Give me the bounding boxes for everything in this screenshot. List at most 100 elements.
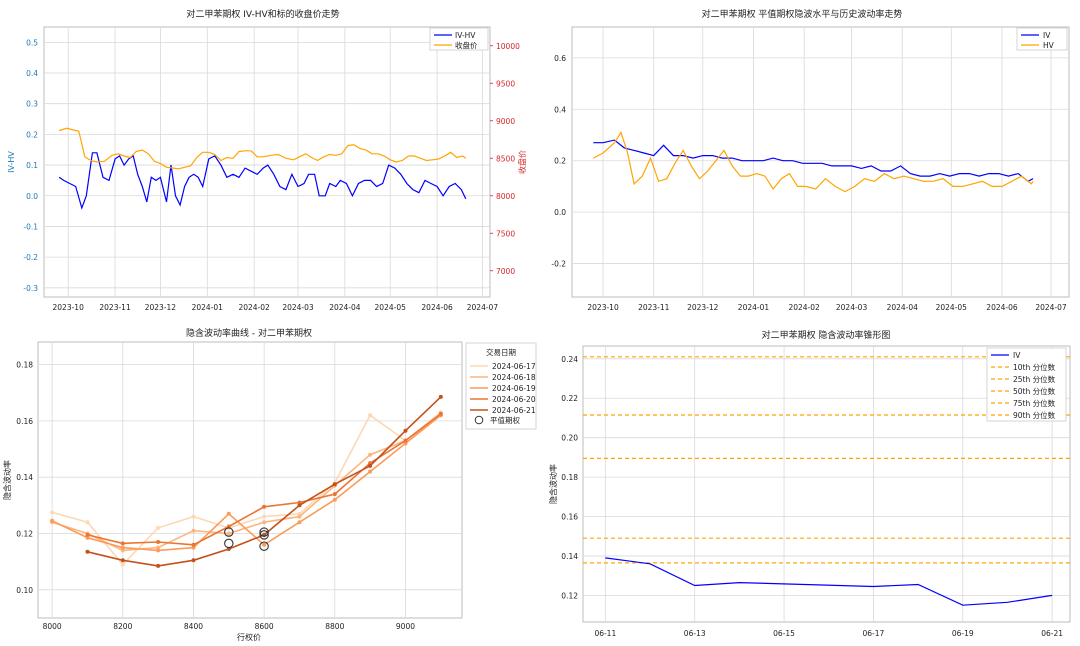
smile-point xyxy=(120,548,125,553)
legend-label-date: 2024-06-18 xyxy=(492,373,536,382)
panel2-title: 对二甲苯期权 平值期权隐波水平与历史波动率走势 xyxy=(702,8,903,20)
smile-point xyxy=(368,452,373,457)
iv-cone-panel: 对二甲苯期权 隐含波动率锥形图 06-11 06-13 06-15 06-17 06-1… xyxy=(548,329,1071,638)
series-line-hv xyxy=(593,130,1034,193)
y-tick-label: 0.24 xyxy=(561,355,578,364)
x-tick-label: 2023-11 xyxy=(99,303,131,312)
x-tick-label: 8400 xyxy=(184,622,203,631)
smile-point xyxy=(438,411,443,416)
x-tick-label: 2024-06 xyxy=(986,303,1018,312)
x-tick-label: 06-15 xyxy=(773,629,795,638)
panel3-y-axis-label: 隐含波动率 xyxy=(2,460,12,500)
smile-point xyxy=(120,541,125,546)
panel2-series xyxy=(593,130,1034,193)
x-tick-label: 2024-03 xyxy=(282,303,314,312)
smile-line-2024-06-18 xyxy=(51,414,442,552)
panel2-grid xyxy=(572,27,1069,297)
y-tick-label: 0.18 xyxy=(16,361,33,370)
x-tick-label: 06-21 xyxy=(1041,629,1063,638)
y2-tick-label: 9000 xyxy=(496,117,515,126)
legend-label-atm: 平值期权 xyxy=(490,415,520,425)
atm-marker xyxy=(259,541,269,551)
y2-tick-label: 7000 xyxy=(496,267,515,276)
y-tick-label: 0.6 xyxy=(554,54,566,63)
panel3-atm-markers xyxy=(224,527,269,551)
smile-point xyxy=(120,558,125,563)
smile-point xyxy=(403,428,408,433)
legend-title-trade-date: 交易日期 xyxy=(486,347,516,357)
smile-point xyxy=(156,540,161,544)
y-tick-label: 0.16 xyxy=(561,513,578,522)
panel3-x-axis-label: 行权价 xyxy=(237,632,261,642)
x-tick-label: 2024-02 xyxy=(788,303,820,312)
panel4-series xyxy=(583,356,1070,606)
legend-swatch-atm xyxy=(474,415,484,425)
legend-label: 75th 分位数 xyxy=(1013,398,1056,408)
y2-tick-label: 9500 xyxy=(496,79,515,88)
panel2-legend: IV HV xyxy=(1016,27,1068,51)
smile-point xyxy=(85,549,90,554)
smile-point xyxy=(368,469,373,474)
smile-point xyxy=(85,532,90,537)
y-tick-label: 0.0 xyxy=(26,192,38,201)
x-tick-label: 06-13 xyxy=(684,629,706,638)
smile-point xyxy=(262,504,267,509)
y-tick-label: 0.18 xyxy=(561,473,578,482)
smile-point xyxy=(85,535,90,540)
y-tick-label: 0.4 xyxy=(26,69,38,78)
panel1-legend: IV-HV 收盘价 xyxy=(429,27,489,51)
panel4-title: 对二甲苯期权 隐含波动率锥形图 xyxy=(762,329,891,341)
smile-point xyxy=(50,518,55,523)
smile-point xyxy=(368,413,373,418)
smile-point xyxy=(297,500,302,505)
x-tick-label: 8000 xyxy=(43,622,62,631)
x-tick-label: 2023-12 xyxy=(145,303,177,312)
x-tick-label: 2024-04 xyxy=(887,303,919,312)
y-tick-label: 0.12 xyxy=(16,530,33,539)
x-tick-label: 2023-12 xyxy=(687,303,719,312)
smile-point xyxy=(156,548,161,553)
panel4-grid xyxy=(583,346,1070,622)
panel1-series xyxy=(58,127,467,210)
y2-tick-label: 8000 xyxy=(496,192,515,201)
smile-point xyxy=(156,563,161,568)
smile-point xyxy=(191,542,196,547)
panel1-plot-frame xyxy=(43,26,491,298)
panel4-legend: IV 10th 分位数 25th 分位数 50th 分位数 75th 分位数 90th 分… xyxy=(986,347,1067,422)
smile-line-2024-06-17 xyxy=(51,411,442,566)
x-tick-label: 2024-03 xyxy=(836,303,868,312)
smile-point xyxy=(332,492,337,497)
panel1-y-axis-label: IV-HV xyxy=(7,151,16,173)
x-tick-label: 2024-07 xyxy=(467,303,499,312)
iv-smile-panel: 隐含波动率曲线 - 对二甲苯期权 8000 8200 8400 8600 8800 900… xyxy=(2,327,537,642)
x-tick-label: 06-17 xyxy=(863,629,885,638)
y-tick-label: 0.5 xyxy=(26,38,38,47)
y2-tick-label: 10000 xyxy=(496,42,520,51)
smile-point xyxy=(156,525,161,530)
panel3-legend: 交易日期 2024-06-172024-06-182024-06-192024-… xyxy=(465,342,537,430)
y-tick-label: -0.2 xyxy=(551,260,566,269)
x-tick-label: 2023-10 xyxy=(53,303,85,312)
y-tick-label: 0.3 xyxy=(26,100,38,109)
y-tick-label: 0.2 xyxy=(26,130,38,139)
smile-point xyxy=(156,545,161,550)
panel3-plot-frame xyxy=(37,341,463,619)
smile-point xyxy=(120,562,125,567)
panel4-y-axis-label: 隐含波动率 xyxy=(548,464,558,504)
smile-point xyxy=(191,528,196,533)
panel4-x-ticks: 06-11 06-13 06-15 06-17 06-19 06-21 xyxy=(594,629,1063,638)
smile-point xyxy=(332,482,337,487)
y-tick-label: 0.14 xyxy=(561,552,578,561)
legend-label: 90th 分位数 xyxy=(1013,410,1056,420)
y-tick-label: 0.1 xyxy=(26,161,38,170)
panel2-y-ticks: -0.2 0.0 0.2 0.4 0.6 xyxy=(551,54,566,269)
panel3-grid xyxy=(38,342,462,618)
smile-point xyxy=(226,531,231,536)
x-tick-label: 8200 xyxy=(113,622,132,631)
series-line-close xyxy=(58,127,467,170)
series-line-iv xyxy=(605,557,1053,606)
legend-label: 50th 分位数 xyxy=(1013,386,1056,396)
y-tick-label: 0.0 xyxy=(554,208,566,217)
y-tick-label: -0.2 xyxy=(23,253,38,262)
